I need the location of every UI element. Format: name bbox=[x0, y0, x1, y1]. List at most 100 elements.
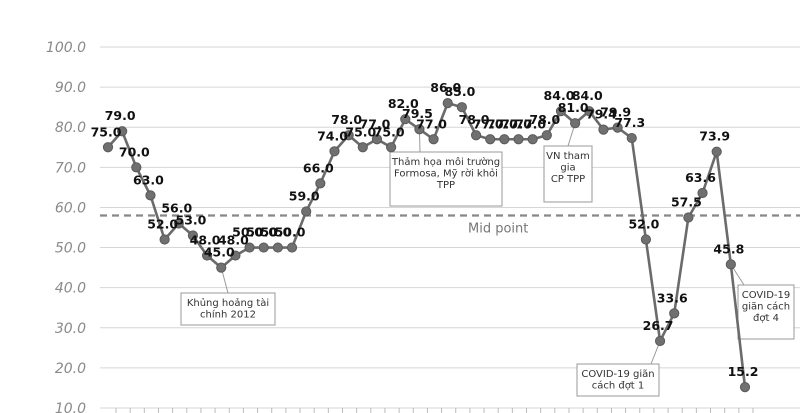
data-label: 50.0 bbox=[246, 225, 277, 240]
y-tick-label: 60.0 bbox=[55, 200, 86, 216]
y-tick-label: 30.0 bbox=[55, 321, 86, 337]
data-label: 26.7 bbox=[643, 318, 674, 333]
annotation-box bbox=[737, 284, 795, 340]
annotation-text: COVID-19 bbox=[742, 290, 791, 301]
data-labels: 75.079.070.063.052.056.053.048.045.048.0… bbox=[91, 80, 759, 379]
data-label: 79.9 bbox=[600, 105, 631, 120]
data-point bbox=[513, 134, 524, 145]
data-point bbox=[584, 106, 595, 117]
data-label: 84.0 bbox=[572, 88, 603, 103]
y-tick-label: 40.0 bbox=[55, 281, 86, 297]
data-label: 77.0 bbox=[515, 116, 546, 131]
annotation-text: giãn cách bbox=[742, 301, 790, 313]
data-point bbox=[541, 130, 552, 141]
data-point bbox=[414, 124, 425, 135]
data-label: 50.0 bbox=[275, 225, 306, 240]
data-label: 63.6 bbox=[685, 170, 716, 185]
y-tick-label: 100.0 bbox=[46, 40, 86, 56]
annotation-text: chính 2012 bbox=[200, 309, 256, 321]
data-label: 52.0 bbox=[147, 217, 178, 232]
data-point bbox=[669, 308, 680, 319]
data-label: 82.0 bbox=[388, 96, 419, 111]
mid-point-label: Mid point bbox=[468, 221, 528, 236]
data-point bbox=[286, 242, 298, 253]
data-label: 66.0 bbox=[303, 160, 334, 175]
annotation-text: đợt 4 bbox=[753, 313, 779, 324]
annotation-text: CP TPP bbox=[551, 174, 585, 185]
data-point bbox=[612, 122, 623, 133]
data-point bbox=[173, 218, 184, 229]
data-point bbox=[315, 178, 326, 189]
data-point bbox=[357, 142, 368, 153]
data-label: 48.0 bbox=[218, 233, 249, 248]
data-label: 77.0 bbox=[473, 116, 504, 131]
data-point bbox=[102, 142, 114, 153]
data-point bbox=[400, 114, 411, 125]
data-point bbox=[131, 162, 142, 173]
data-label: 78.0 bbox=[529, 112, 560, 127]
data-point bbox=[499, 134, 510, 145]
annotation-text: Thảm họa môi trường bbox=[391, 156, 500, 168]
data-label: 77.0 bbox=[416, 116, 447, 131]
data-label: 33.6 bbox=[657, 290, 688, 305]
annotation-text: TPP bbox=[436, 180, 455, 191]
data-point bbox=[216, 262, 227, 273]
data-point bbox=[711, 146, 722, 157]
annotation-box bbox=[576, 363, 660, 397]
data-label: 52.0 bbox=[628, 217, 659, 232]
y-tick-label: 50.0 bbox=[55, 241, 86, 257]
data-label: 77.3 bbox=[614, 115, 645, 130]
data-point bbox=[570, 118, 581, 129]
annotation-box bbox=[543, 145, 593, 203]
data-point bbox=[272, 242, 283, 253]
data-point bbox=[626, 132, 637, 144]
data-label: 48.0 bbox=[190, 233, 221, 248]
data-label: 77.0 bbox=[501, 116, 532, 131]
data-point bbox=[329, 146, 340, 157]
data-point bbox=[386, 142, 397, 153]
data-label: 77.0 bbox=[487, 116, 518, 131]
y-tick-label: 10.0 bbox=[55, 401, 86, 413]
y-axis-ticks: 100.0 90.0 80.0 70.0 60.0 50.0 40.0 30.0 20.0 10.… bbox=[46, 40, 86, 413]
data-label: 63.0 bbox=[133, 172, 164, 187]
data-point bbox=[470, 130, 482, 141]
data-point bbox=[739, 382, 751, 393]
data-label: 85.0 bbox=[444, 84, 475, 99]
data-point bbox=[683, 212, 694, 223]
data-label: 57.5 bbox=[671, 194, 702, 209]
data-point bbox=[343, 130, 354, 141]
data-label: 79.4 bbox=[586, 107, 617, 122]
data-point bbox=[117, 126, 128, 137]
data-point bbox=[456, 102, 467, 113]
data-point bbox=[244, 242, 255, 253]
data-point bbox=[145, 190, 156, 201]
data-label: 75.0 bbox=[91, 124, 122, 139]
data-point bbox=[598, 124, 609, 135]
data-point bbox=[555, 106, 567, 117]
y-tick-label: 70.0 bbox=[55, 160, 86, 176]
annotation-box bbox=[389, 151, 503, 207]
data-label: 81.0 bbox=[558, 100, 589, 115]
data-point bbox=[301, 206, 312, 217]
data-label: 75.0 bbox=[374, 124, 405, 139]
data-point bbox=[230, 250, 241, 261]
annotation-text: COVID-19 giãn bbox=[581, 369, 654, 380]
data-point bbox=[527, 134, 538, 145]
data-point bbox=[371, 134, 383, 145]
y-tick-label: 20.0 bbox=[55, 361, 86, 377]
data-point bbox=[485, 134, 496, 145]
data-points bbox=[102, 98, 751, 393]
data-point bbox=[697, 187, 708, 199]
data-label: 84.0 bbox=[544, 88, 575, 103]
data-label: 79.0 bbox=[105, 108, 136, 123]
annotation-text: cách đợt 1 bbox=[592, 380, 645, 392]
data-point bbox=[428, 134, 439, 145]
y-tick-label: 80.0 bbox=[55, 120, 86, 136]
series-line bbox=[107, 101, 747, 388]
data-label: 78.0 bbox=[459, 112, 490, 127]
data-label: 56.0 bbox=[161, 200, 192, 215]
data-label: 15.2 bbox=[728, 364, 759, 379]
